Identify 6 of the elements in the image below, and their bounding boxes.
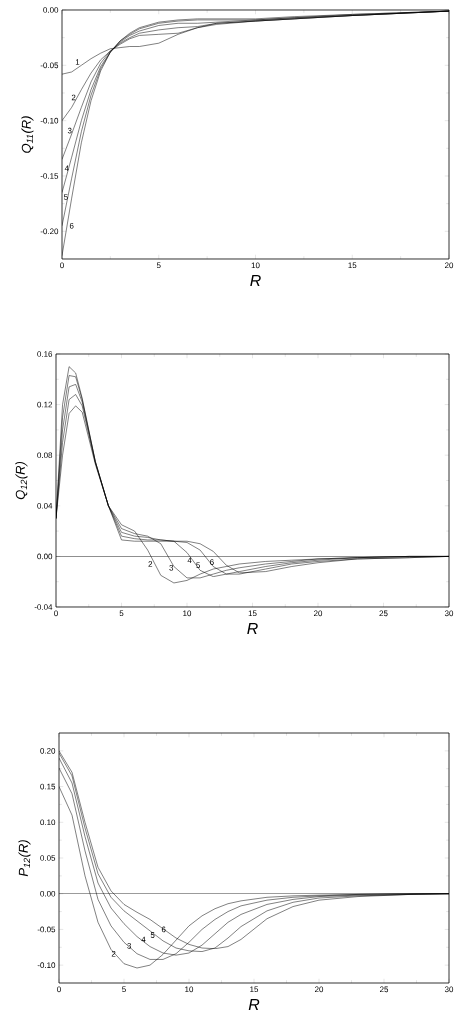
- x-axis-title: R: [250, 274, 261, 286]
- y-axis-title: Q$_{11}$(R): [21, 116, 34, 153]
- y-axis-title: P$_{12}$(R): [18, 840, 31, 877]
- x-axis-title: R: [248, 999, 260, 1010]
- y-axis-title: Q$_{12}$(R): [15, 461, 28, 500]
- x-axis-title: R: [247, 623, 258, 634]
